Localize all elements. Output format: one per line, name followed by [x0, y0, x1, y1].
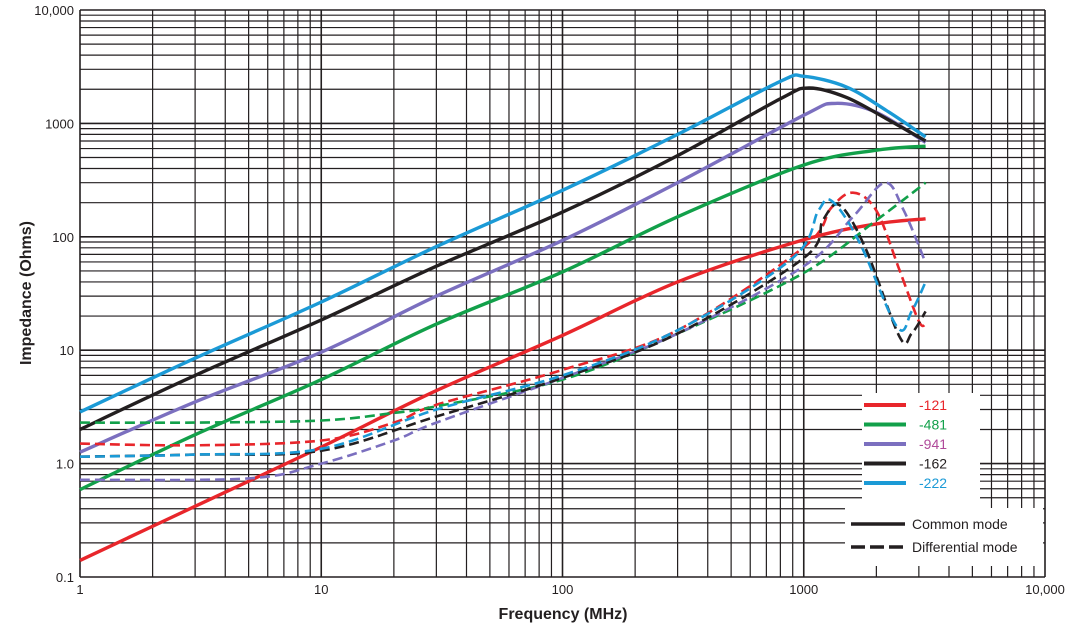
legend-label: -941	[919, 436, 947, 452]
legend-label: -222	[919, 475, 947, 491]
series-line-differential-222	[79, 197, 927, 458]
legend-mode-label: Common mode	[912, 516, 1008, 532]
y-tick-label: 10,000	[34, 3, 74, 18]
x-tick-label: 1	[76, 582, 83, 597]
series-line-differential-481	[79, 181, 927, 425]
legend-mode-label: Differential mode	[912, 539, 1018, 555]
legend-series-box	[862, 393, 980, 508]
y-tick-label: 100	[52, 230, 74, 245]
y-tick-label: 10	[60, 343, 74, 358]
series-line-differential-941	[79, 181, 927, 482]
series-line-common-222	[79, 73, 927, 414]
series-line-differential-121	[79, 191, 927, 447]
y-tick-label: 1000	[45, 116, 74, 131]
series-line-common-481	[79, 144, 926, 492]
x-tick-label: 10,000	[1025, 582, 1065, 597]
legend: -121 -481 -941 -162 -222 Common mode Different…	[845, 393, 1043, 566]
series-lines	[79, 73, 927, 562]
series-line-common-121	[79, 217, 926, 562]
legend-label: -481	[919, 417, 947, 433]
series-line-differential-162	[79, 202, 927, 458]
legend-mode-box	[845, 508, 1043, 566]
y-axis-label: Impedance (Ohms)	[18, 221, 35, 365]
legend-label: -162	[919, 456, 947, 472]
y-tick-label: 0.1	[56, 570, 74, 585]
series-line-common-162	[79, 86, 927, 432]
series-line-common-941	[79, 101, 927, 454]
tick-labels: 1 10 100 1000 10,000 0.1 1.0 10 100 1000 10,000	[34, 3, 1065, 597]
x-tick-label: 1000	[789, 582, 818, 597]
y-tick-label: 1.0	[56, 457, 74, 472]
legend-label: -121	[919, 397, 947, 413]
x-axis-label: Frequency (MHz)	[499, 606, 628, 623]
x-tick-label: 100	[552, 582, 574, 597]
x-tick-label: 10	[314, 582, 328, 597]
